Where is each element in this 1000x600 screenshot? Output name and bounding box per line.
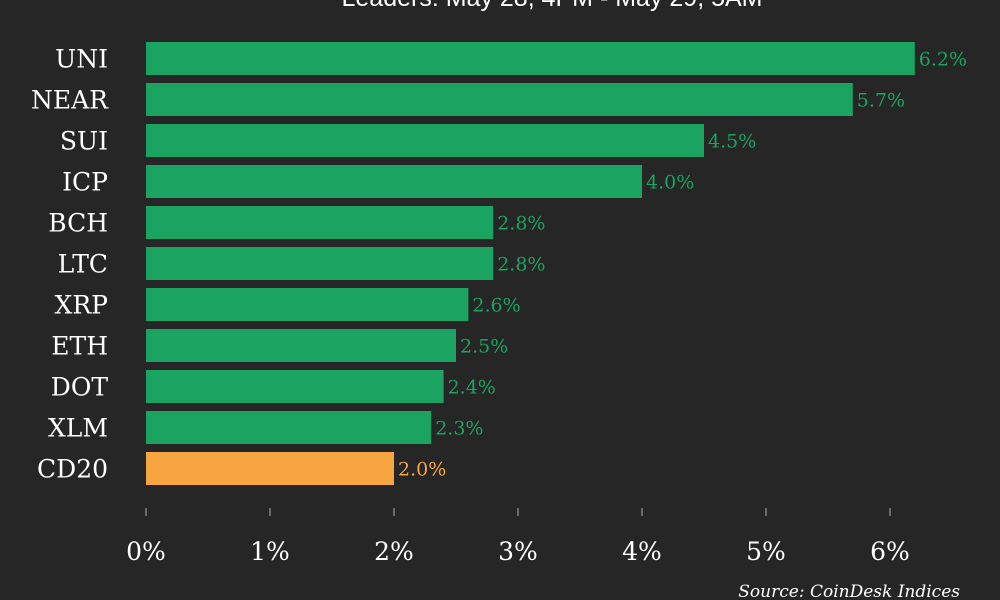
x-tick-label: 4% xyxy=(622,537,662,566)
x-tick-label: 5% xyxy=(746,537,786,566)
category-label: BCH xyxy=(48,209,108,238)
category-label: DOT xyxy=(51,373,109,402)
bar xyxy=(146,83,853,116)
x-tick-label: 2% xyxy=(374,537,414,566)
value-label: 5.7% xyxy=(857,90,905,112)
bar xyxy=(146,42,915,75)
bar xyxy=(146,124,704,157)
value-label: 2.4% xyxy=(448,377,496,399)
category-label: ICP xyxy=(62,168,108,197)
category-label: NEAR xyxy=(31,86,109,115)
value-label: 2.8% xyxy=(497,254,545,276)
category-label: LTC xyxy=(58,250,108,279)
x-tick-label: 3% xyxy=(498,537,538,566)
value-label: 2.0% xyxy=(398,459,446,481)
x-tick-label: 1% xyxy=(250,537,290,566)
bar xyxy=(146,411,432,444)
value-label: 2.8% xyxy=(497,213,545,235)
category-label: XLM xyxy=(48,414,108,443)
chart-title: Leaders: May 28, 4PM - May 29, 5AM xyxy=(341,0,762,12)
value-label: 2.3% xyxy=(435,418,483,440)
bars-layer: UNI 6.2% NEAR 5.7% SUI 4.5% ICP 4.0% BCH 2.8% LTC 2… xyxy=(31,42,967,485)
value-label: 4.0% xyxy=(646,172,694,194)
category-label: XRP xyxy=(55,291,108,320)
category-label: SUI xyxy=(60,127,108,156)
bar xyxy=(146,165,642,198)
x-tick-label: 6% xyxy=(870,537,910,566)
value-label: 2.6% xyxy=(472,295,520,317)
source-note: Source: CoinDesk Indices xyxy=(738,582,960,600)
category-label: UNI xyxy=(55,45,108,74)
value-label: 2.5% xyxy=(460,336,508,358)
highlight-bar xyxy=(146,452,394,485)
bar xyxy=(146,370,444,403)
bar xyxy=(146,206,494,239)
bar xyxy=(146,329,456,362)
x-tick-label: 0% xyxy=(126,537,166,566)
bar xyxy=(146,288,469,321)
category-label: ETH xyxy=(51,332,108,361)
value-label: 6.2% xyxy=(919,49,967,71)
category-label: CD20 xyxy=(37,455,108,484)
x-axis: 0% 1% 2% 3% 4% 5% 6% xyxy=(126,508,910,566)
bar xyxy=(146,247,494,280)
value-label: 4.5% xyxy=(708,131,756,153)
